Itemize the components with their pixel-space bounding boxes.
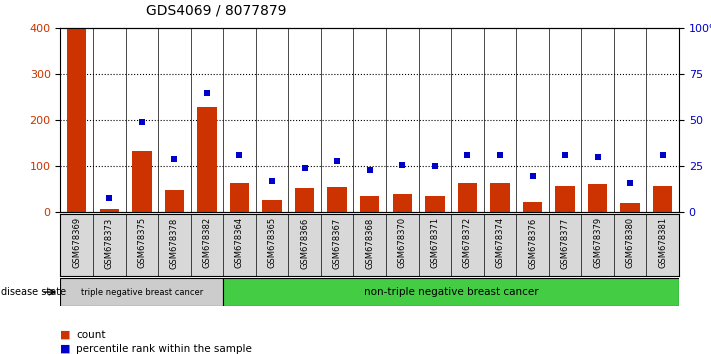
Text: GSM678370: GSM678370 [397,217,407,268]
Bar [458,183,477,212]
Text: GSM678372: GSM678372 [463,217,472,268]
Bar [67,28,87,212]
Text: GSM678381: GSM678381 [658,217,667,268]
Text: GSM678378: GSM678378 [170,217,179,269]
Bar [60,278,223,306]
Text: GSM678369: GSM678369 [73,217,81,268]
Bar [360,196,380,212]
Text: GSM678366: GSM678366 [300,217,309,269]
Text: percentile rank within the sample: percentile rank within the sample [76,344,252,354]
Bar [621,203,640,212]
Text: GSM678367: GSM678367 [333,217,342,269]
Text: GSM678368: GSM678368 [365,217,374,269]
Bar [132,151,151,212]
Text: disease state: disease state [1,287,67,297]
Text: GSM678380: GSM678380 [626,217,635,268]
Bar [425,196,444,212]
Text: GSM678364: GSM678364 [235,217,244,268]
Bar [223,278,679,306]
Bar [653,186,673,212]
Text: GSM678376: GSM678376 [528,217,537,269]
Bar [230,183,250,212]
Bar [327,187,347,212]
Bar [165,190,184,212]
Text: GSM678382: GSM678382 [203,217,211,268]
Text: triple negative breast cancer: triple negative breast cancer [81,287,203,297]
Text: GSM678375: GSM678375 [137,217,146,268]
Text: GSM678374: GSM678374 [496,217,504,268]
Bar [490,183,510,212]
Text: non-triple negative breast cancer: non-triple negative breast cancer [364,287,538,297]
Text: GSM678377: GSM678377 [560,217,570,269]
Bar [295,188,314,212]
Text: ■: ■ [60,344,71,354]
Text: ■: ■ [60,330,71,339]
Bar [523,202,542,212]
Text: count: count [76,330,105,339]
Text: GSM678373: GSM678373 [105,217,114,269]
Bar [392,194,412,212]
Bar [262,200,282,212]
Bar [588,184,607,212]
Text: GDS4069 / 8077879: GDS4069 / 8077879 [146,4,287,18]
Bar [100,209,119,212]
Text: GSM678379: GSM678379 [593,217,602,268]
Bar [197,107,217,212]
Bar [555,186,574,212]
Text: GSM678371: GSM678371 [430,217,439,268]
Text: GSM678365: GSM678365 [267,217,277,268]
